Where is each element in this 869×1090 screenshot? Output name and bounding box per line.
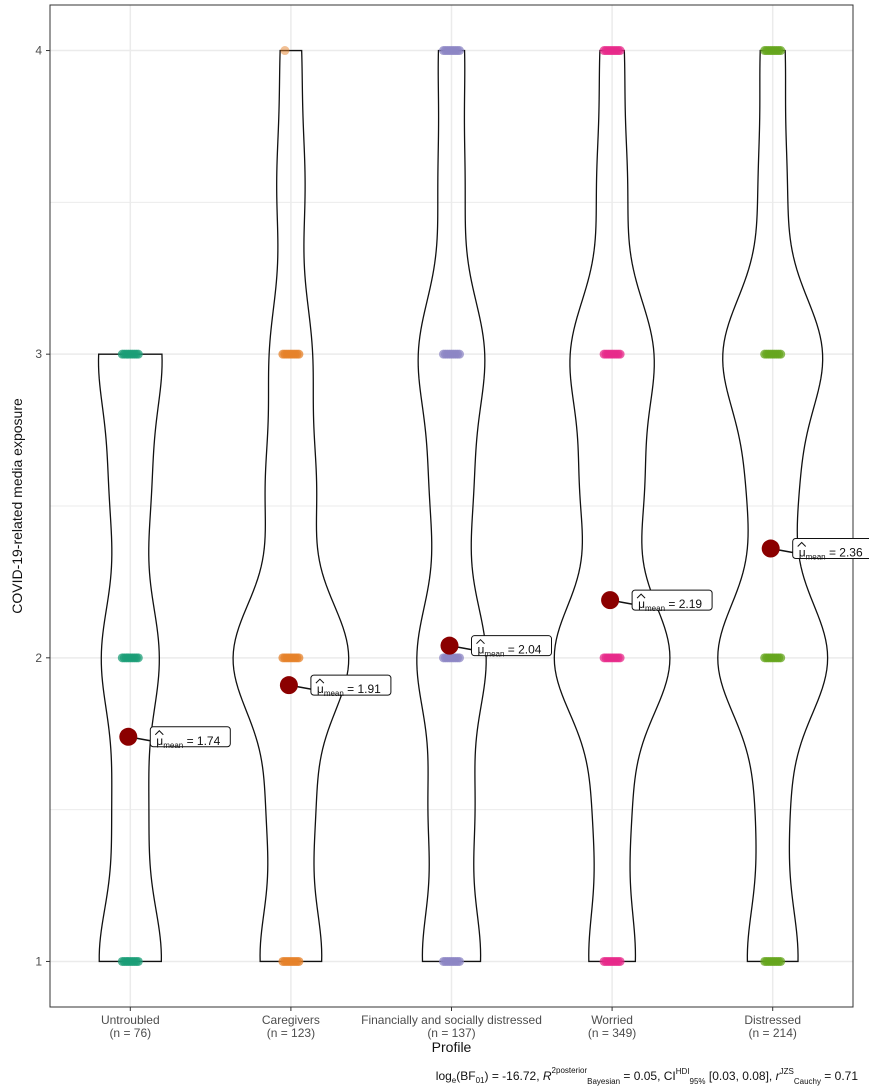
mean-label: μmean = 2.04 bbox=[478, 643, 542, 659]
y-tick-label: 3 bbox=[35, 347, 42, 361]
data-point bbox=[133, 349, 143, 359]
x-tick-sample-size: (n = 123) bbox=[267, 1026, 315, 1040]
mean-label: μmean = 1.91 bbox=[317, 682, 381, 698]
mean-marker-group: μmean = 2.19 bbox=[601, 589, 713, 613]
point-cluster bbox=[439, 653, 464, 663]
data-point bbox=[294, 349, 304, 359]
point-cluster bbox=[599, 653, 625, 663]
violins bbox=[97, 49, 829, 963]
mean-label: μmean = 2.19 bbox=[638, 597, 702, 613]
mean-label-box bbox=[310, 674, 392, 696]
data-point bbox=[776, 653, 786, 663]
mean-label-box bbox=[792, 538, 869, 560]
violin-financially-and-socially-distressed bbox=[416, 49, 487, 963]
x-axis-ticks: Untroubled(n = 76) Caregivers(n = 123) Fin… bbox=[101, 1007, 801, 1040]
data-point bbox=[776, 349, 786, 359]
y-tick-label: 2 bbox=[35, 651, 42, 665]
mean-label: μmean = 1.74 bbox=[156, 734, 220, 750]
mean-marker-group: μmean = 2.36 bbox=[761, 538, 869, 562]
x-tick-sample-size: (n = 214) bbox=[749, 1026, 797, 1040]
statistics-caption: loge(BF01) = -16.72, R2posteriorBayesian… bbox=[436, 1066, 859, 1086]
x-tick-label: Worried bbox=[591, 1013, 633, 1027]
data-point bbox=[294, 653, 304, 663]
mean-label-box bbox=[471, 635, 552, 657]
hat-symbol bbox=[797, 541, 807, 547]
data-point bbox=[776, 956, 786, 966]
x-tick-label: Financially and socially distressed bbox=[361, 1013, 542, 1027]
data-point bbox=[455, 956, 464, 966]
point-cluster bbox=[760, 349, 786, 359]
grid bbox=[50, 5, 853, 1007]
data-point bbox=[455, 349, 464, 359]
data-point bbox=[615, 46, 625, 56]
data-point bbox=[776, 46, 786, 56]
mean-point bbox=[440, 636, 459, 655]
x-tick-sample-size: (n = 137) bbox=[427, 1026, 475, 1040]
point-cluster bbox=[760, 956, 786, 966]
mean-marker-group: μmean = 1.74 bbox=[119, 726, 231, 750]
data-point bbox=[455, 653, 464, 663]
mean-point bbox=[761, 539, 780, 558]
mean-point bbox=[119, 727, 138, 746]
x-tick-label: Caregivers bbox=[262, 1013, 320, 1027]
hat-symbol bbox=[636, 593, 646, 599]
violin-caregivers bbox=[232, 49, 350, 963]
mean-label-box bbox=[631, 589, 713, 611]
x-tick-label: Untroubled bbox=[101, 1013, 160, 1027]
violin-untroubled bbox=[97, 353, 163, 963]
point-cluster bbox=[760, 653, 786, 663]
data-point bbox=[455, 46, 464, 56]
point-cluster bbox=[439, 956, 464, 966]
point-cluster bbox=[599, 349, 625, 359]
point-cluster bbox=[117, 653, 143, 663]
data-point bbox=[615, 956, 625, 966]
data-point bbox=[294, 956, 304, 966]
point-cluster bbox=[599, 46, 625, 56]
y-axis-title: COVID-19-related media exposure bbox=[9, 398, 25, 614]
data-point bbox=[615, 349, 625, 359]
data-points bbox=[117, 46, 786, 966]
point-cluster bbox=[117, 956, 143, 966]
mean-marker-group: μmean = 1.91 bbox=[279, 674, 392, 698]
point-cluster bbox=[117, 349, 143, 359]
mean-point bbox=[601, 591, 620, 610]
data-point bbox=[133, 653, 143, 663]
x-tick-sample-size: (n = 349) bbox=[588, 1026, 636, 1040]
x-tick-label: Distressed bbox=[744, 1013, 801, 1027]
mean-marker-group: μmean = 2.04 bbox=[440, 635, 552, 659]
mean-markers: μmean = 1.74 μmean = 1.91 μmean = 2.04 μmea… bbox=[119, 538, 869, 750]
point-cluster bbox=[439, 349, 464, 359]
mean-point bbox=[279, 676, 298, 695]
point-cluster bbox=[278, 956, 304, 966]
point-cluster bbox=[599, 956, 625, 966]
data-point bbox=[280, 46, 290, 56]
point-cluster bbox=[278, 349, 304, 359]
mean-label-box bbox=[149, 726, 231, 748]
hat-symbol bbox=[476, 638, 485, 645]
mean-label: μmean = 2.36 bbox=[799, 546, 863, 562]
data-point bbox=[615, 653, 625, 663]
point-cluster bbox=[278, 653, 304, 663]
point-cluster bbox=[280, 46, 290, 56]
x-axis-title: Profile bbox=[432, 1039, 472, 1055]
y-tick-label: 1 bbox=[35, 954, 42, 968]
point-cluster bbox=[439, 46, 464, 56]
hat-symbol bbox=[154, 730, 164, 736]
y-tick-label: 4 bbox=[35, 44, 42, 58]
data-point bbox=[133, 956, 143, 966]
hat-symbol bbox=[315, 678, 325, 684]
point-cluster bbox=[760, 46, 786, 56]
x-tick-sample-size: (n = 76) bbox=[109, 1026, 151, 1040]
y-axis-ticks: 1 2 3 4 bbox=[35, 44, 50, 968]
